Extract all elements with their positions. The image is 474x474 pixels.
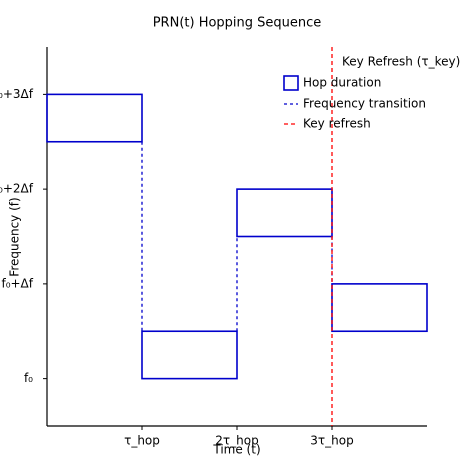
y-tick-label: f₀ xyxy=(24,371,33,385)
hop-box xyxy=(141,330,238,380)
legend-label: Hop duration xyxy=(303,76,381,90)
legend-label: Key refresh xyxy=(303,117,371,131)
legend-swatch xyxy=(283,75,299,91)
x-tick-label: τ_hop xyxy=(124,434,160,448)
y-tick-label: f₀+Δf xyxy=(1,276,33,290)
hop-box xyxy=(331,283,428,333)
x-tick-label: 2τ_hop xyxy=(215,434,258,448)
hop-box xyxy=(46,93,143,143)
key-refresh-annotation: Key Refresh (τ_key) xyxy=(342,55,460,69)
y-tick-label: f₀+2Δf xyxy=(0,182,34,196)
hop-box xyxy=(236,188,333,238)
x-axis-label: Time (t) xyxy=(212,443,260,457)
y-tick-label: f₀+3Δf xyxy=(0,87,34,101)
x-tick-label: 3τ_hop xyxy=(310,434,353,448)
y-axis-label: Frequency (f) xyxy=(8,197,22,276)
legend-label: Frequency transition xyxy=(303,97,426,111)
chart-title: PRN(t) Hopping Sequence xyxy=(153,16,322,31)
